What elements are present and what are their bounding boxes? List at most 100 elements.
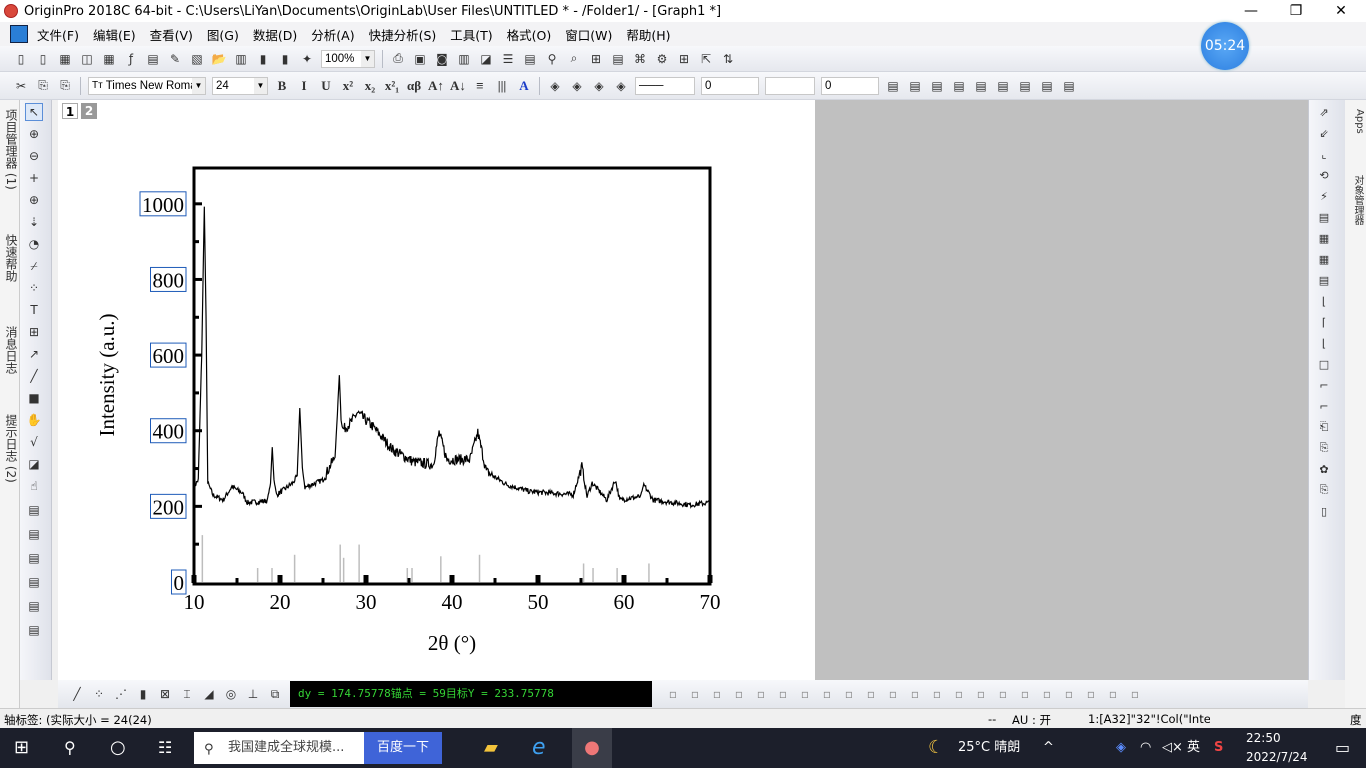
box-plot-icon[interactable]: ⊥: [247, 687, 259, 701]
object-tool-16-icon[interactable]: ▫: [1020, 687, 1030, 701]
new-excel-icon[interactable]: ▧: [191, 51, 203, 66]
chevron-down-icon[interactable]: ▼: [192, 77, 205, 94]
insert-graph-icon[interactable]: ◪: [28, 457, 40, 471]
object-tool-13-icon[interactable]: ▫: [954, 687, 964, 701]
layer-tab-1[interactable]: 1: [62, 103, 78, 119]
new-function-icon[interactable]: ƒ: [128, 51, 134, 66]
lock-icon[interactable]: ▤: [1019, 78, 1031, 93]
graph-window-icon[interactable]: [10, 25, 28, 43]
layer-icon[interactable]: ☰: [502, 51, 514, 66]
right-tool-11-icon[interactable]: ⌊: [1321, 336, 1327, 350]
object-tool-14-icon[interactable]: ▫: [976, 687, 986, 701]
notification-icon[interactable]: ▭: [1335, 738, 1351, 757]
results-log-icon[interactable]: ▤: [612, 51, 624, 66]
object-tool-2-icon[interactable]: ▫: [712, 687, 722, 701]
symbol-size-combo[interactable]: 0: [821, 76, 879, 95]
clock-date[interactable]: 2022/7/24: [1246, 750, 1308, 764]
command-icon[interactable]: ⌘: [634, 51, 646, 66]
rescale-icon[interactable]: ⇱: [700, 51, 712, 66]
object-tool-7-icon[interactable]: ▫: [822, 687, 832, 701]
format-button-6[interactable]: αβ: [406, 77, 422, 93]
right-tool-10-icon[interactable]: ⌈: [1321, 315, 1327, 329]
dock-tab-1[interactable]: 快速帮助: [4, 234, 18, 282]
new-notes-icon[interactable]: ✎: [169, 51, 181, 66]
y-tick-label[interactable]: 200: [153, 495, 185, 519]
search-icon[interactable]: ⚲: [64, 738, 76, 757]
right-tool-15-icon[interactable]: ⎗: [1319, 420, 1329, 433]
line-width-combo[interactable]: 0: [701, 76, 759, 95]
format-button-0[interactable]: B: [277, 77, 287, 93]
x-tick-label[interactable]: 60: [614, 590, 635, 614]
dock-tab-2[interactable]: 消息日志: [4, 326, 18, 374]
rectangle-icon[interactable]: ■: [28, 391, 40, 405]
open-template-icon[interactable]: ▥: [235, 51, 247, 66]
new-layout-icon[interactable]: ▤: [147, 51, 159, 66]
y-axis-title[interactable]: Intensity (a.u.): [95, 313, 119, 436]
dock-tab-3[interactable]: 提示日志 (2): [4, 413, 18, 483]
menu-item-6[interactable]: 快捷分析(S): [368, 27, 437, 43]
format-button-5[interactable]: x²₁: [384, 77, 400, 93]
format-button-10[interactable]: |||: [497, 77, 507, 93]
clock-time[interactable]: 22:50: [1246, 731, 1281, 745]
arrow-icon[interactable]: ↗: [28, 347, 40, 361]
x-tick-label[interactable]: 40: [442, 590, 463, 614]
open-icon[interactable]: 📂: [211, 51, 227, 66]
menu-item-0[interactable]: 文件(F): [37, 27, 79, 43]
data-selector-icon[interactable]: ⇣: [28, 215, 40, 229]
menu-item-2[interactable]: 查看(V): [149, 27, 193, 43]
draw-data-icon[interactable]: ⁘: [28, 281, 40, 295]
menu-item-3[interactable]: 图(G): [206, 27, 239, 43]
menu-item-7[interactable]: 工具(T): [450, 27, 493, 43]
annotation-icon[interactable]: ⊞: [28, 325, 40, 339]
region-of-interest-icon[interactable]: ◔: [28, 237, 40, 251]
slideshow-icon[interactable]: ▣: [414, 51, 426, 66]
scatter-plot-icon[interactable]: ⁘: [93, 687, 105, 701]
menu-item-4[interactable]: 数据(D): [252, 27, 298, 43]
right-tool-16-icon[interactable]: ⎘: [1319, 441, 1329, 454]
shield-icon[interactable]: ◈: [1116, 740, 1126, 755]
right-tool-12-icon[interactable]: □: [1318, 357, 1330, 371]
xrd-curve[interactable]: [193, 206, 711, 509]
layer-button-1-icon[interactable]: ▤: [28, 503, 40, 517]
close-button[interactable]: ✕: [1335, 3, 1347, 19]
object-tool-17-icon[interactable]: ▫: [1042, 687, 1052, 701]
worksheet-icon[interactable]: ▥: [458, 51, 470, 66]
format-button-11[interactable]: A: [519, 77, 529, 93]
menu-item-8[interactable]: 格式(O): [506, 27, 552, 43]
layer-tab-2[interactable]: 2: [81, 103, 97, 119]
right-tool-9-icon[interactable]: ⌊: [1321, 294, 1327, 308]
script-icon[interactable]: ⚙: [656, 51, 668, 66]
format-button-4[interactable]: x₂: [364, 77, 376, 93]
apps-tab[interactable]: Apps: [1354, 108, 1365, 134]
cortana-icon[interactable]: ○: [110, 737, 126, 758]
color-combo[interactable]: [765, 76, 815, 95]
table-icon[interactable]: ▤: [1063, 78, 1075, 93]
format-button-3[interactable]: x²: [342, 77, 354, 93]
merge-icon[interactable]: ▤: [953, 78, 965, 93]
object-tool-10-icon[interactable]: ▫: [888, 687, 898, 701]
x-tick-label[interactable]: 30: [356, 590, 377, 614]
split-icon[interactable]: ▤: [975, 78, 987, 93]
right-tool-19-icon[interactable]: ▯: [1320, 504, 1328, 518]
object-tool-5-icon[interactable]: ▫: [778, 687, 788, 701]
format-button-7[interactable]: A↑: [428, 77, 444, 93]
object-tool-12-icon[interactable]: ▫: [932, 687, 942, 701]
pattern-fill-icon[interactable]: ▤: [887, 78, 899, 93]
zoom-combo[interactable]: 100% ▼: [321, 49, 375, 68]
brightness-icon[interactable]: ◈: [616, 78, 626, 93]
tray-expand-icon[interactable]: ^: [1043, 740, 1054, 755]
object-tool-1-icon[interactable]: ▫: [690, 687, 700, 701]
graph-page[interactable]: 1 2 10 20 30 40 50 60 70 0 200 400 600 800 1000 2θ (°…: [58, 100, 815, 680]
right-tool-2-icon[interactable]: ⌞: [1321, 147, 1327, 161]
file-explorer-icon[interactable]: ▰: [484, 737, 498, 758]
cut-icon[interactable]: ✂: [15, 78, 27, 93]
ie-browser-icon[interactable]: e: [532, 735, 546, 760]
zoom-in-icon[interactable]: ⊕: [28, 127, 40, 141]
clock-widget[interactable]: 05:24: [1201, 22, 1249, 70]
refresh-icon[interactable]: ◙: [436, 51, 448, 66]
sogou-icon[interactable]: S: [1214, 740, 1224, 755]
object-tool-20-icon[interactable]: ▫: [1108, 687, 1118, 701]
layer-button-2-icon[interactable]: ▤: [28, 527, 40, 541]
plot-frame[interactable]: [192, 166, 712, 586]
task-view-icon[interactable]: ☷: [158, 738, 173, 757]
